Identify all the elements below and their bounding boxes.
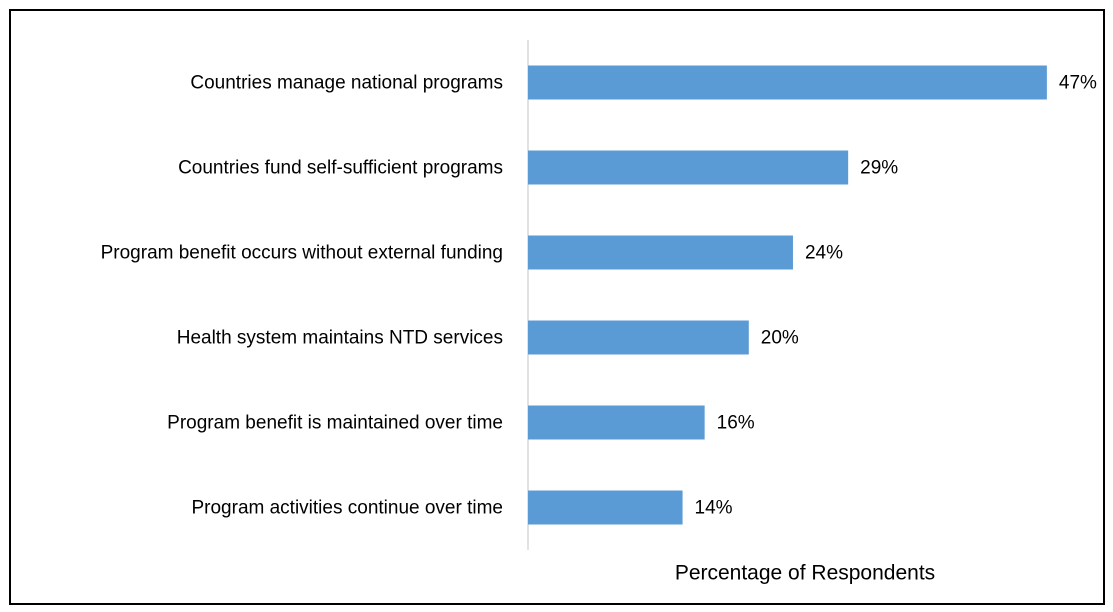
- data-label: 47%: [1059, 73, 1097, 94]
- y-tick-label: Countries manage national programs: [190, 73, 503, 94]
- x-axis-title: Percentage of Respondents: [675, 562, 935, 585]
- bar: [528, 320, 749, 355]
- data-label: 29%: [860, 158, 898, 179]
- data-label: 20%: [761, 328, 799, 349]
- data-label: 14%: [695, 498, 733, 519]
- y-tick-label: Program benefit is maintained over time: [167, 413, 503, 434]
- data-label: 16%: [717, 413, 755, 434]
- y-tick-label: Program benefit occurs without external …: [101, 243, 503, 264]
- bar: [528, 235, 793, 270]
- bar: [528, 490, 683, 525]
- bar: [528, 150, 849, 185]
- bar: [528, 65, 1047, 100]
- bar: [528, 405, 705, 440]
- y-tick-label: Program activities continue over time: [191, 498, 503, 519]
- y-tick-label: Countries fund self-sufficient programs: [178, 158, 503, 179]
- data-label: 24%: [805, 243, 843, 264]
- y-tick-label: Health system maintains NTD services: [177, 328, 503, 349]
